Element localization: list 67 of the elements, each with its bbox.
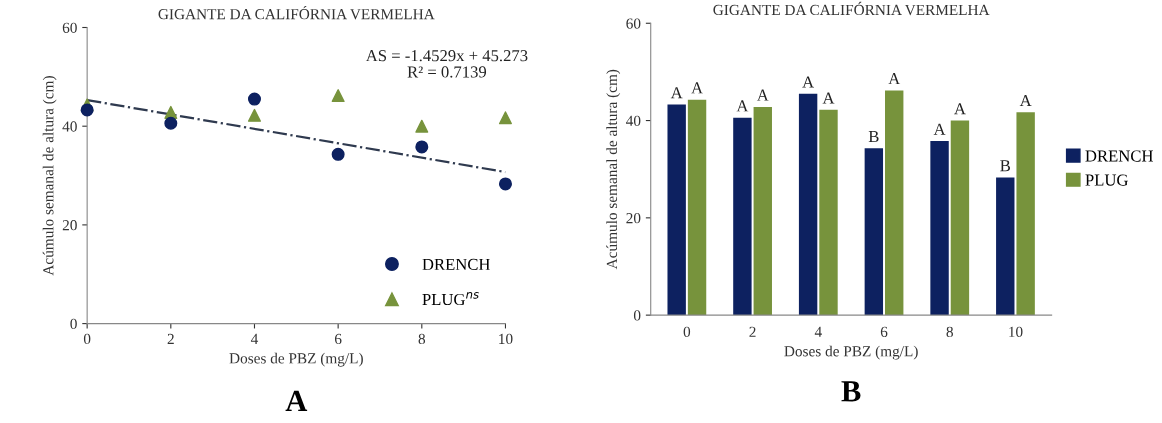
- x-tick-label: 0: [83, 333, 91, 345]
- y-tick-label: 0: [633, 310, 641, 321]
- point: [415, 140, 429, 154]
- data-label: A: [933, 123, 946, 135]
- point: [247, 108, 261, 122]
- data-label: B: [1000, 160, 1011, 172]
- legend-label: DRENCH: [422, 258, 490, 270]
- y-axis-title: Acúmulo semanal de altura (cm): [42, 76, 57, 276]
- bar: [1016, 112, 1035, 316]
- legend-label: DRENCH: [1085, 150, 1153, 162]
- point: [331, 147, 345, 161]
- x-tick-label: 8: [418, 333, 426, 345]
- data-label: A: [670, 87, 683, 99]
- data-label: A: [822, 92, 835, 104]
- x-tick-label: 2: [167, 333, 174, 344]
- y-tick-label: 40: [626, 115, 641, 127]
- bar: [753, 106, 772, 316]
- x-tick-label: 10: [499, 333, 513, 345]
- y-tick-label: 60: [626, 18, 641, 29]
- bar: [687, 99, 707, 316]
- annotation: R² = 0.7139: [407, 66, 487, 78]
- point: [415, 119, 429, 133]
- bar: [667, 104, 686, 316]
- point: [80, 103, 94, 117]
- bar: [819, 109, 838, 316]
- bar: [733, 117, 752, 316]
- x-tick-label: 6: [334, 333, 342, 345]
- point: [331, 89, 345, 103]
- y-tick-label: 60: [62, 22, 77, 33]
- bar: [885, 90, 904, 316]
- point: [247, 92, 261, 106]
- data-label: A: [736, 100, 749, 112]
- legend-label: PLUG$^{ns}$: [422, 292, 479, 306]
- point: [164, 116, 178, 130]
- data-label: A: [691, 82, 703, 94]
- x-axis-title: Doses de PBZ (mg/L): [784, 345, 918, 360]
- x-tick-label: 2: [749, 326, 756, 337]
- x-tick-label: 6: [880, 326, 888, 337]
- y-tick-label: 20: [626, 212, 641, 224]
- bar: [930, 140, 949, 316]
- bar: [798, 93, 818, 316]
- data-label: A: [1019, 94, 1032, 106]
- point: [498, 111, 512, 125]
- text: A: [285, 390, 308, 411]
- bar: [864, 148, 884, 316]
- chart-title: GIGANTE DA CALIFÓRNIA VERMELHA: [713, 1, 990, 16]
- x-axis-title: Doses de PBZ (mg/L): [229, 352, 363, 367]
- legend-label: PLUG: [1085, 174, 1128, 186]
- x-tick-label: 4: [250, 333, 259, 344]
- y-tick-label: 40: [62, 121, 77, 132]
- data-label: B: [868, 131, 879, 142]
- point: [498, 177, 512, 191]
- data-label: A: [802, 76, 815, 88]
- bar: [950, 120, 970, 316]
- data-label: A: [888, 73, 901, 85]
- annotation: AS = -1.4529x + 45.273: [365, 50, 528, 62]
- y-axis-title: Acúmulo semanal de altura (cm): [606, 69, 621, 270]
- chart-title: GIGANTE DA CALIFÓRNIA VERMELHA: [158, 6, 435, 20]
- x-tick-label: 10: [1009, 326, 1023, 337]
- x-tick-label: 8: [946, 326, 953, 337]
- data-label: A: [756, 89, 769, 101]
- text: B: [841, 381, 861, 402]
- data-label: A: [954, 103, 966, 115]
- x-tick-label: 0: [683, 326, 691, 337]
- bar: [996, 177, 1015, 316]
- x-tick-label: 4: [814, 326, 822, 337]
- y-tick-label: 20: [62, 220, 77, 231]
